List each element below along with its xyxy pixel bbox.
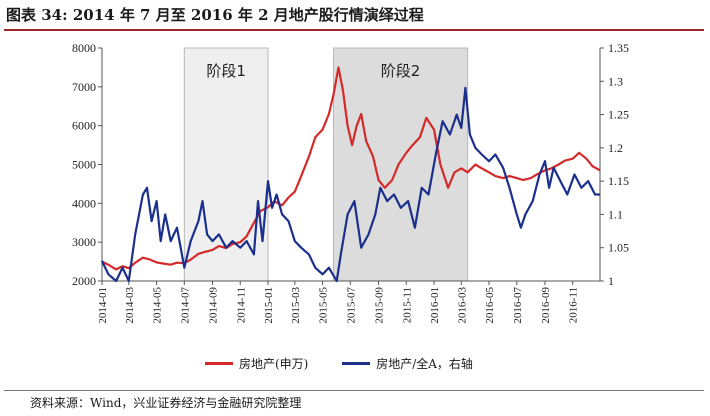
x-tick-label: 2016-11 (568, 287, 580, 323)
legend-swatch-red (205, 362, 233, 365)
x-tick-label: 2016-09 (540, 287, 552, 324)
y-left-tick-label: 6000 (72, 119, 96, 133)
y-left-tick-label: 2000 (72, 274, 96, 288)
x-tick-label: 2014-03 (124, 287, 136, 324)
legend-label-red: 房地产(申万) (239, 357, 309, 371)
x-tick-label: 2015-11 (401, 287, 413, 323)
y-left-tick-label: 3000 (72, 235, 96, 249)
x-tick-label: 2014-09 (208, 287, 220, 324)
x-tick-label: 2016-07 (512, 287, 524, 324)
x-tick-label: 2014-11 (235, 287, 247, 323)
y-right-tick-label: 1.25 (608, 108, 629, 122)
legend-item-blue: 房地产/全A，右轴 (342, 355, 473, 372)
x-tick-label: 2014-07 (179, 287, 191, 324)
x-tick-label: 2015-03 (290, 287, 302, 324)
title-rule (4, 29, 704, 31)
series-line-blue (101, 86, 600, 283)
chart-svg: 阶段1 阶段2 2000 3000 4000 5000 6000 7000 8000 1 1.05 1… (72, 41, 629, 324)
y-right-tick-label: 1.15 (608, 174, 629, 188)
x-tick-label: 2014-01 (97, 287, 109, 324)
x-tick-label: 2015-01 (263, 287, 275, 324)
legend-label-blue: 房地产/全A，右轴 (376, 357, 473, 371)
phase-shade-2 (332, 47, 469, 282)
y-right-tick-label: 1 (608, 274, 614, 288)
x-tick-label: 2016-01 (429, 287, 441, 324)
x-tick-label: 2014-05 (152, 287, 164, 324)
y-left-tick-label: 5000 (72, 158, 96, 172)
phase-label-2: 阶段2 (381, 62, 421, 80)
source-note: 资料来源：Wind，兴业证券经济与金融研究院整理 (30, 396, 302, 410)
y-right-tick-label: 1.35 (608, 41, 629, 55)
phase-label-1: 阶段1 (206, 62, 246, 80)
x-tick-label: 2016-05 (484, 287, 496, 324)
y-left-tick-label: 4000 (72, 196, 96, 210)
figure-title: 图表 34: 2014 年 7 月至 2016 年 2 月地产股行情演绎过程 (6, 6, 424, 24)
legend-item-red: 房地产(申万) (205, 355, 308, 372)
series-line-red (101, 66, 601, 271)
legend: 房地产(申万) 房地产/全A，右轴 (205, 354, 503, 372)
source-rule (4, 390, 704, 391)
y-right-tick-label: 1.05 (608, 241, 629, 255)
y-right-tick-label: 1.1 (608, 207, 623, 221)
legend-swatch-blue (342, 362, 371, 365)
y-right-tick-label: 1.2 (608, 141, 623, 155)
y-left-tick-label: 8000 (72, 41, 96, 55)
x-tick-label: 2015-09 (374, 287, 386, 324)
x-tick-label: 2015-05 (318, 287, 330, 324)
y-right-tick-label: 1.3 (608, 74, 623, 88)
x-tick-label: 2016-03 (456, 287, 468, 324)
y-left-tick-label: 7000 (72, 80, 96, 94)
x-tick-label: 2015-07 (345, 287, 357, 324)
